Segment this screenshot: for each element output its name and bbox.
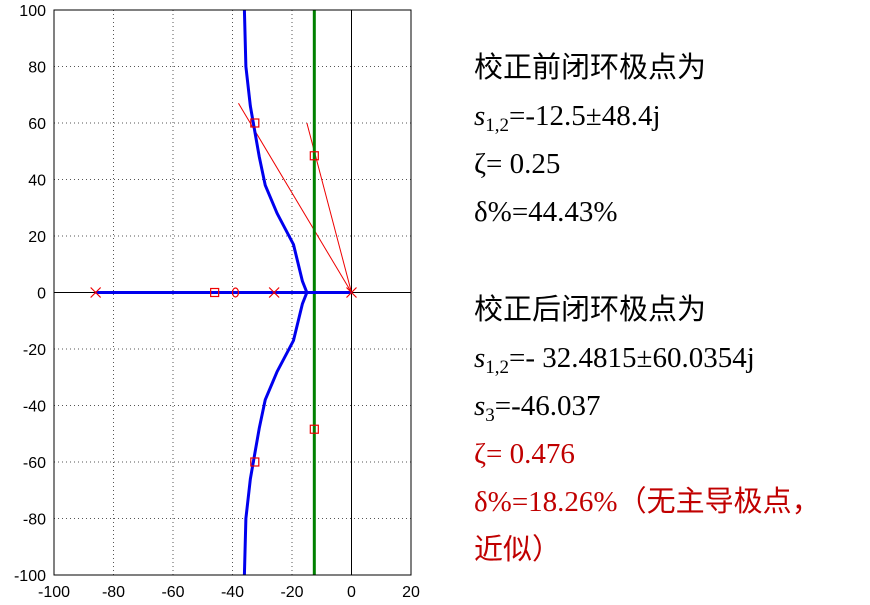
closed-loop-pole-marker [309,424,319,434]
closed-loop-pole-marker [250,118,260,128]
before-s-subscript: 1,2 [485,115,510,136]
root-locus-branch-lower [242,291,309,576]
after-s3-value: =-46.037 [494,390,601,422]
before-zeta: ζ= 0.25 [474,148,561,180]
after-s3-symbol: s [474,390,486,422]
after-s-value: =- 32.4815±60.0354j [509,342,755,374]
radial-line [238,102,352,293]
closed-loop-pole-marker [210,287,220,298]
y-tick-label: 20 [28,229,46,246]
open-loop-pole-marker [346,287,357,298]
y-tick-label: 40 [28,173,46,190]
closed-loop-pole-marker [250,457,260,467]
after-poles: s1,2=- 32.4815±60.0354j [474,334,864,382]
y-tick-label: -80 [23,512,46,529]
root-locus-plot: -100 -80 -60 -40 -20 0 20 100 80 60 40 20 0 -20 -40 -60… [14,3,420,601]
y-tick-label: -20 [23,342,46,359]
after-s-subscript: 1,2 [485,357,510,378]
before-title: 校正前闭环极点为 [474,52,707,84]
after-delta-continued: 近似） [474,534,562,566]
before-poles: s1,2=-12.5±48.4j [474,92,864,140]
y-tick-label: -40 [23,399,46,416]
closed-loop-pole-marker [309,151,319,161]
after-s3: s3=-46.037 [474,382,864,430]
after-s-symbol: s [474,342,486,374]
x-tick-label: -100 [38,584,70,601]
x-tick-label: -40 [221,584,244,601]
open-loop-pole-marker [268,287,280,298]
y-tick-label: -100 [14,568,46,585]
tick-labels: -100 -80 -60 -40 -20 0 20 100 80 60 40 20 0 -20 -40 -60… [14,3,420,601]
y-tick-label: 100 [19,3,46,20]
plot-frame [53,9,412,576]
after-s3-subscript: 3 [485,405,495,426]
after-title: 校正后闭环极点为 [474,294,707,326]
after-zeta: ζ= 0.476 [474,438,575,470]
zero-marker [231,287,240,298]
root-locus-branch-upper [242,9,309,294]
x-tick-label: 20 [402,584,420,601]
y-tick-label: -60 [23,455,46,472]
y-tick-label: 0 [37,286,46,303]
before-s-symbol: s [474,100,486,132]
pole-notes: 校正前闭环极点为 s1,2=-12.5±48.4j ζ= 0.25 δ%=44.… [474,44,864,574]
x-tick-label: -20 [280,584,303,601]
y-tick-label: 80 [28,60,46,77]
series-marks [54,9,411,576]
x-tick-label: 0 [347,584,356,601]
before-delta: δ%=44.43% [474,196,618,228]
y-tick-label: 60 [28,116,46,133]
open-loop-pole-marker [90,287,102,298]
after-delta: δ%=18.26%（无主导极点， [474,486,821,518]
before-s-value: =-12.5±48.4j [509,100,661,132]
x-tick-label: -80 [102,584,125,601]
x-tick-label: -60 [161,584,184,601]
